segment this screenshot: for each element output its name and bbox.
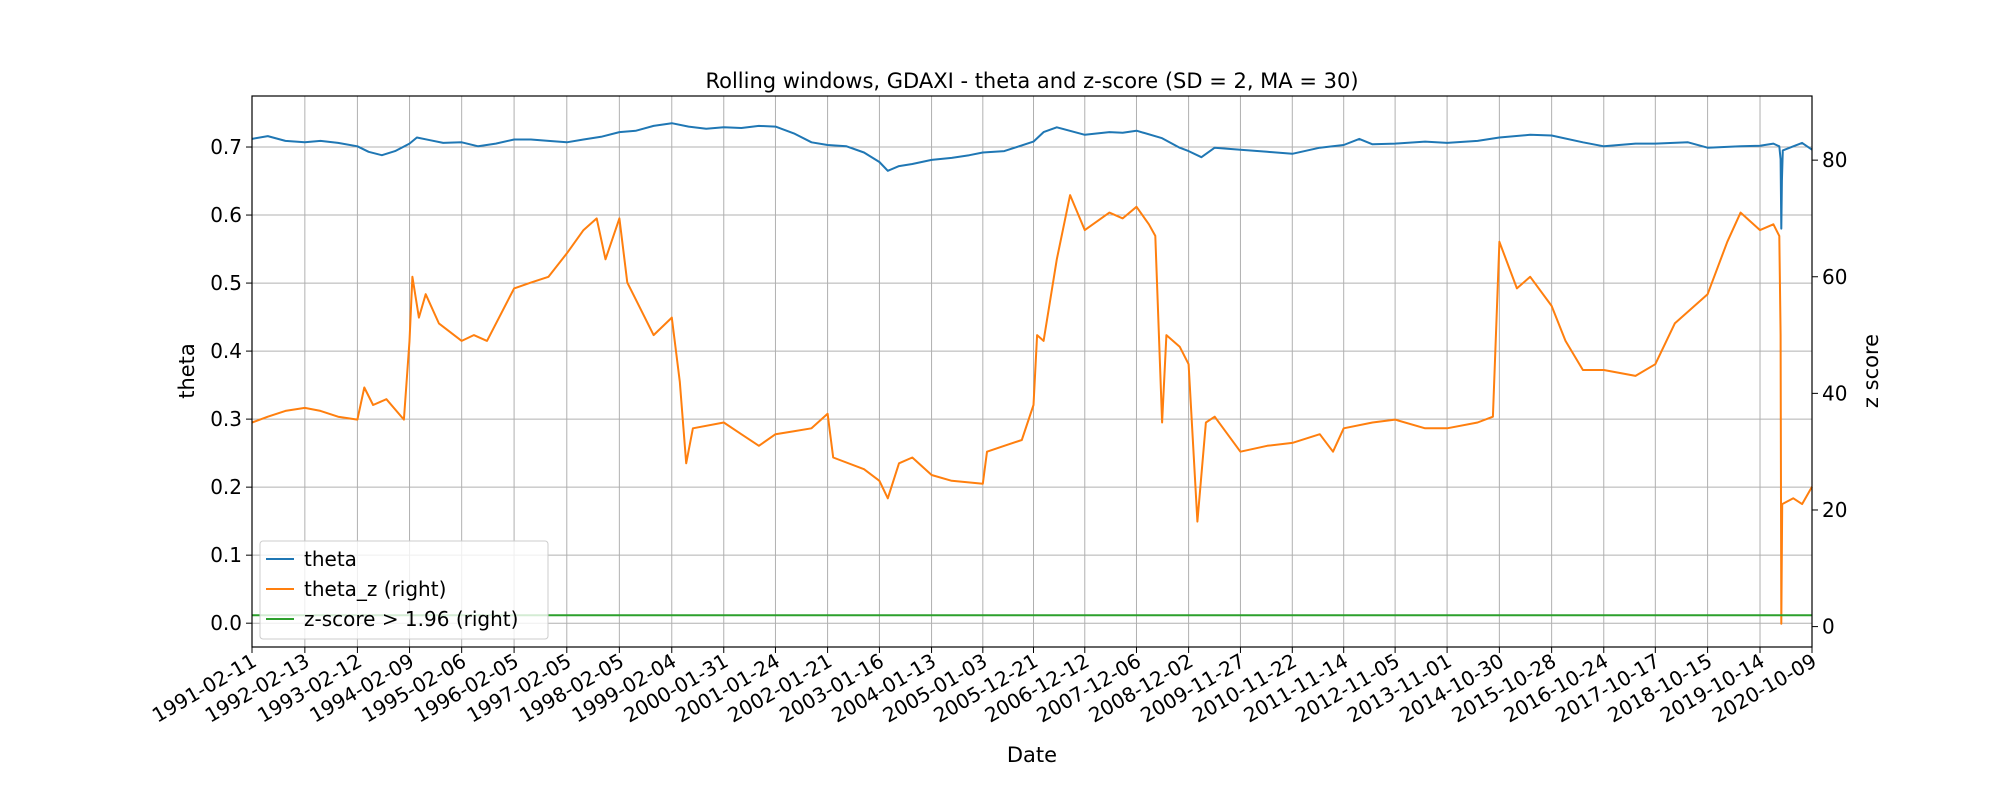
legend-label: z-score > 1.96 (right) (304, 607, 518, 631)
y-tick-label: 0.3 (210, 407, 242, 431)
y2-tick-label: 0 (1822, 615, 1835, 639)
chart-title: Rolling windows, GDAXI - theta and z-sco… (705, 69, 1358, 93)
legend-label: theta (304, 547, 357, 571)
y2-tick-label: 60 (1822, 265, 1847, 289)
series-line-0 (251, 122, 1813, 230)
y-tick-label: 0.4 (210, 339, 242, 363)
x-axis-label: Date (1007, 743, 1057, 767)
y2-axis-label: z score (1859, 334, 1883, 408)
y-tick-label: 0.7 (210, 135, 242, 159)
y-tick-label: 0.0 (210, 611, 242, 635)
series-line-1 (251, 194, 1813, 625)
y-tick-label: 0.6 (210, 203, 242, 227)
legend-label: theta_z (right) (304, 577, 446, 601)
y2-tick-label: 20 (1822, 498, 1847, 522)
plot-frame (251, 95, 1813, 648)
y-tick-label: 0.5 (210, 271, 242, 295)
legend-box (259, 540, 549, 640)
y-tick-label: 0.1 (210, 543, 242, 567)
y-tick-label: 0.2 (210, 475, 242, 499)
grid-lines (251, 96, 1813, 647)
legend: theta theta_z (right) z-score > 1.96 (righ… (259, 540, 549, 640)
y-axis-label: theta (175, 343, 199, 399)
y2-tick-label: 40 (1822, 381, 1847, 405)
y2-tick-label: 80 (1822, 148, 1847, 172)
